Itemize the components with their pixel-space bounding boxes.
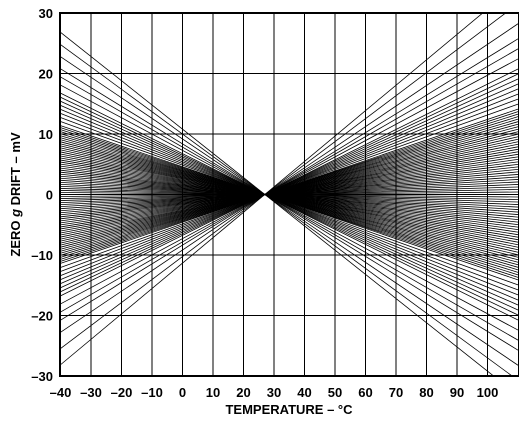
y-axis-title-g: g xyxy=(8,209,23,218)
drift-line xyxy=(60,100,519,311)
x-tick-label: 80 xyxy=(419,385,433,400)
x-tick-label: 0 xyxy=(179,385,186,400)
x-tick-labels: –40 –30 –20 –10 0 10 20 30 40 50 60 70 80 90 100 xyxy=(50,385,499,400)
drift-line xyxy=(60,68,519,297)
x-tick-label: 10 xyxy=(206,385,220,400)
x-tick-label: –40 xyxy=(50,385,72,400)
drift-line xyxy=(60,104,519,306)
y-tick-label: 10 xyxy=(39,127,53,142)
y-tick-label: –30 xyxy=(31,369,53,384)
x-tick-label: –20 xyxy=(111,385,133,400)
drift-line xyxy=(60,117,519,291)
drift-line xyxy=(60,78,519,289)
y-tick-label: –20 xyxy=(31,309,53,324)
drift-line xyxy=(60,121,519,286)
x-tick-label: 90 xyxy=(450,385,464,400)
y-axis-title-part-1: ZERO xyxy=(8,217,23,257)
drift-line xyxy=(60,88,519,280)
drift-line xyxy=(60,58,519,305)
drift-line xyxy=(60,13,484,366)
y-tick-label: 0 xyxy=(46,188,53,203)
x-tick-label: –30 xyxy=(80,385,102,400)
x-tick-label: 100 xyxy=(477,385,499,400)
drift-line xyxy=(60,96,519,316)
drift-line xyxy=(60,93,519,276)
y-tick-labels: –30 –20 –10 0 10 20 30 xyxy=(31,6,53,384)
drift-line xyxy=(60,113,519,296)
x-tick-label: 20 xyxy=(236,385,250,400)
drift-line xyxy=(60,84,519,331)
x-tick-label: 30 xyxy=(267,385,281,400)
drift-line xyxy=(60,109,519,301)
drift-line xyxy=(60,103,519,268)
y-axis-title-part-3: DRIFT – mV xyxy=(8,132,23,209)
drift-lines xyxy=(60,13,519,376)
x-axis-title: TEMPERATURE – °C xyxy=(225,402,353,417)
drift-line xyxy=(60,68,519,351)
drift-line xyxy=(60,73,519,293)
drift-line xyxy=(60,32,495,376)
drift-line xyxy=(60,125,519,281)
drift-line xyxy=(60,23,519,333)
drift-line xyxy=(60,83,519,285)
drift-line xyxy=(60,56,519,366)
x-tick-label: 40 xyxy=(297,385,311,400)
x-tick-label: 70 xyxy=(389,385,403,400)
y-axis-title: ZERO g DRIFT – mV xyxy=(8,132,23,257)
drift-line xyxy=(60,38,519,321)
y-tick-label: 30 xyxy=(39,6,53,21)
x-tick-label: 50 xyxy=(328,385,342,400)
y-tick-label: –10 xyxy=(31,248,53,263)
drift-line xyxy=(60,92,519,321)
plot-frame xyxy=(59,12,519,377)
drift-line xyxy=(60,13,507,349)
drift-line xyxy=(60,48,519,313)
drift-line xyxy=(60,76,519,341)
drift-line xyxy=(60,44,513,376)
y-tick-label: 20 xyxy=(39,67,53,82)
drift-line xyxy=(60,98,519,272)
x-tick-label: –10 xyxy=(141,385,163,400)
x-tick-label: 60 xyxy=(358,385,372,400)
